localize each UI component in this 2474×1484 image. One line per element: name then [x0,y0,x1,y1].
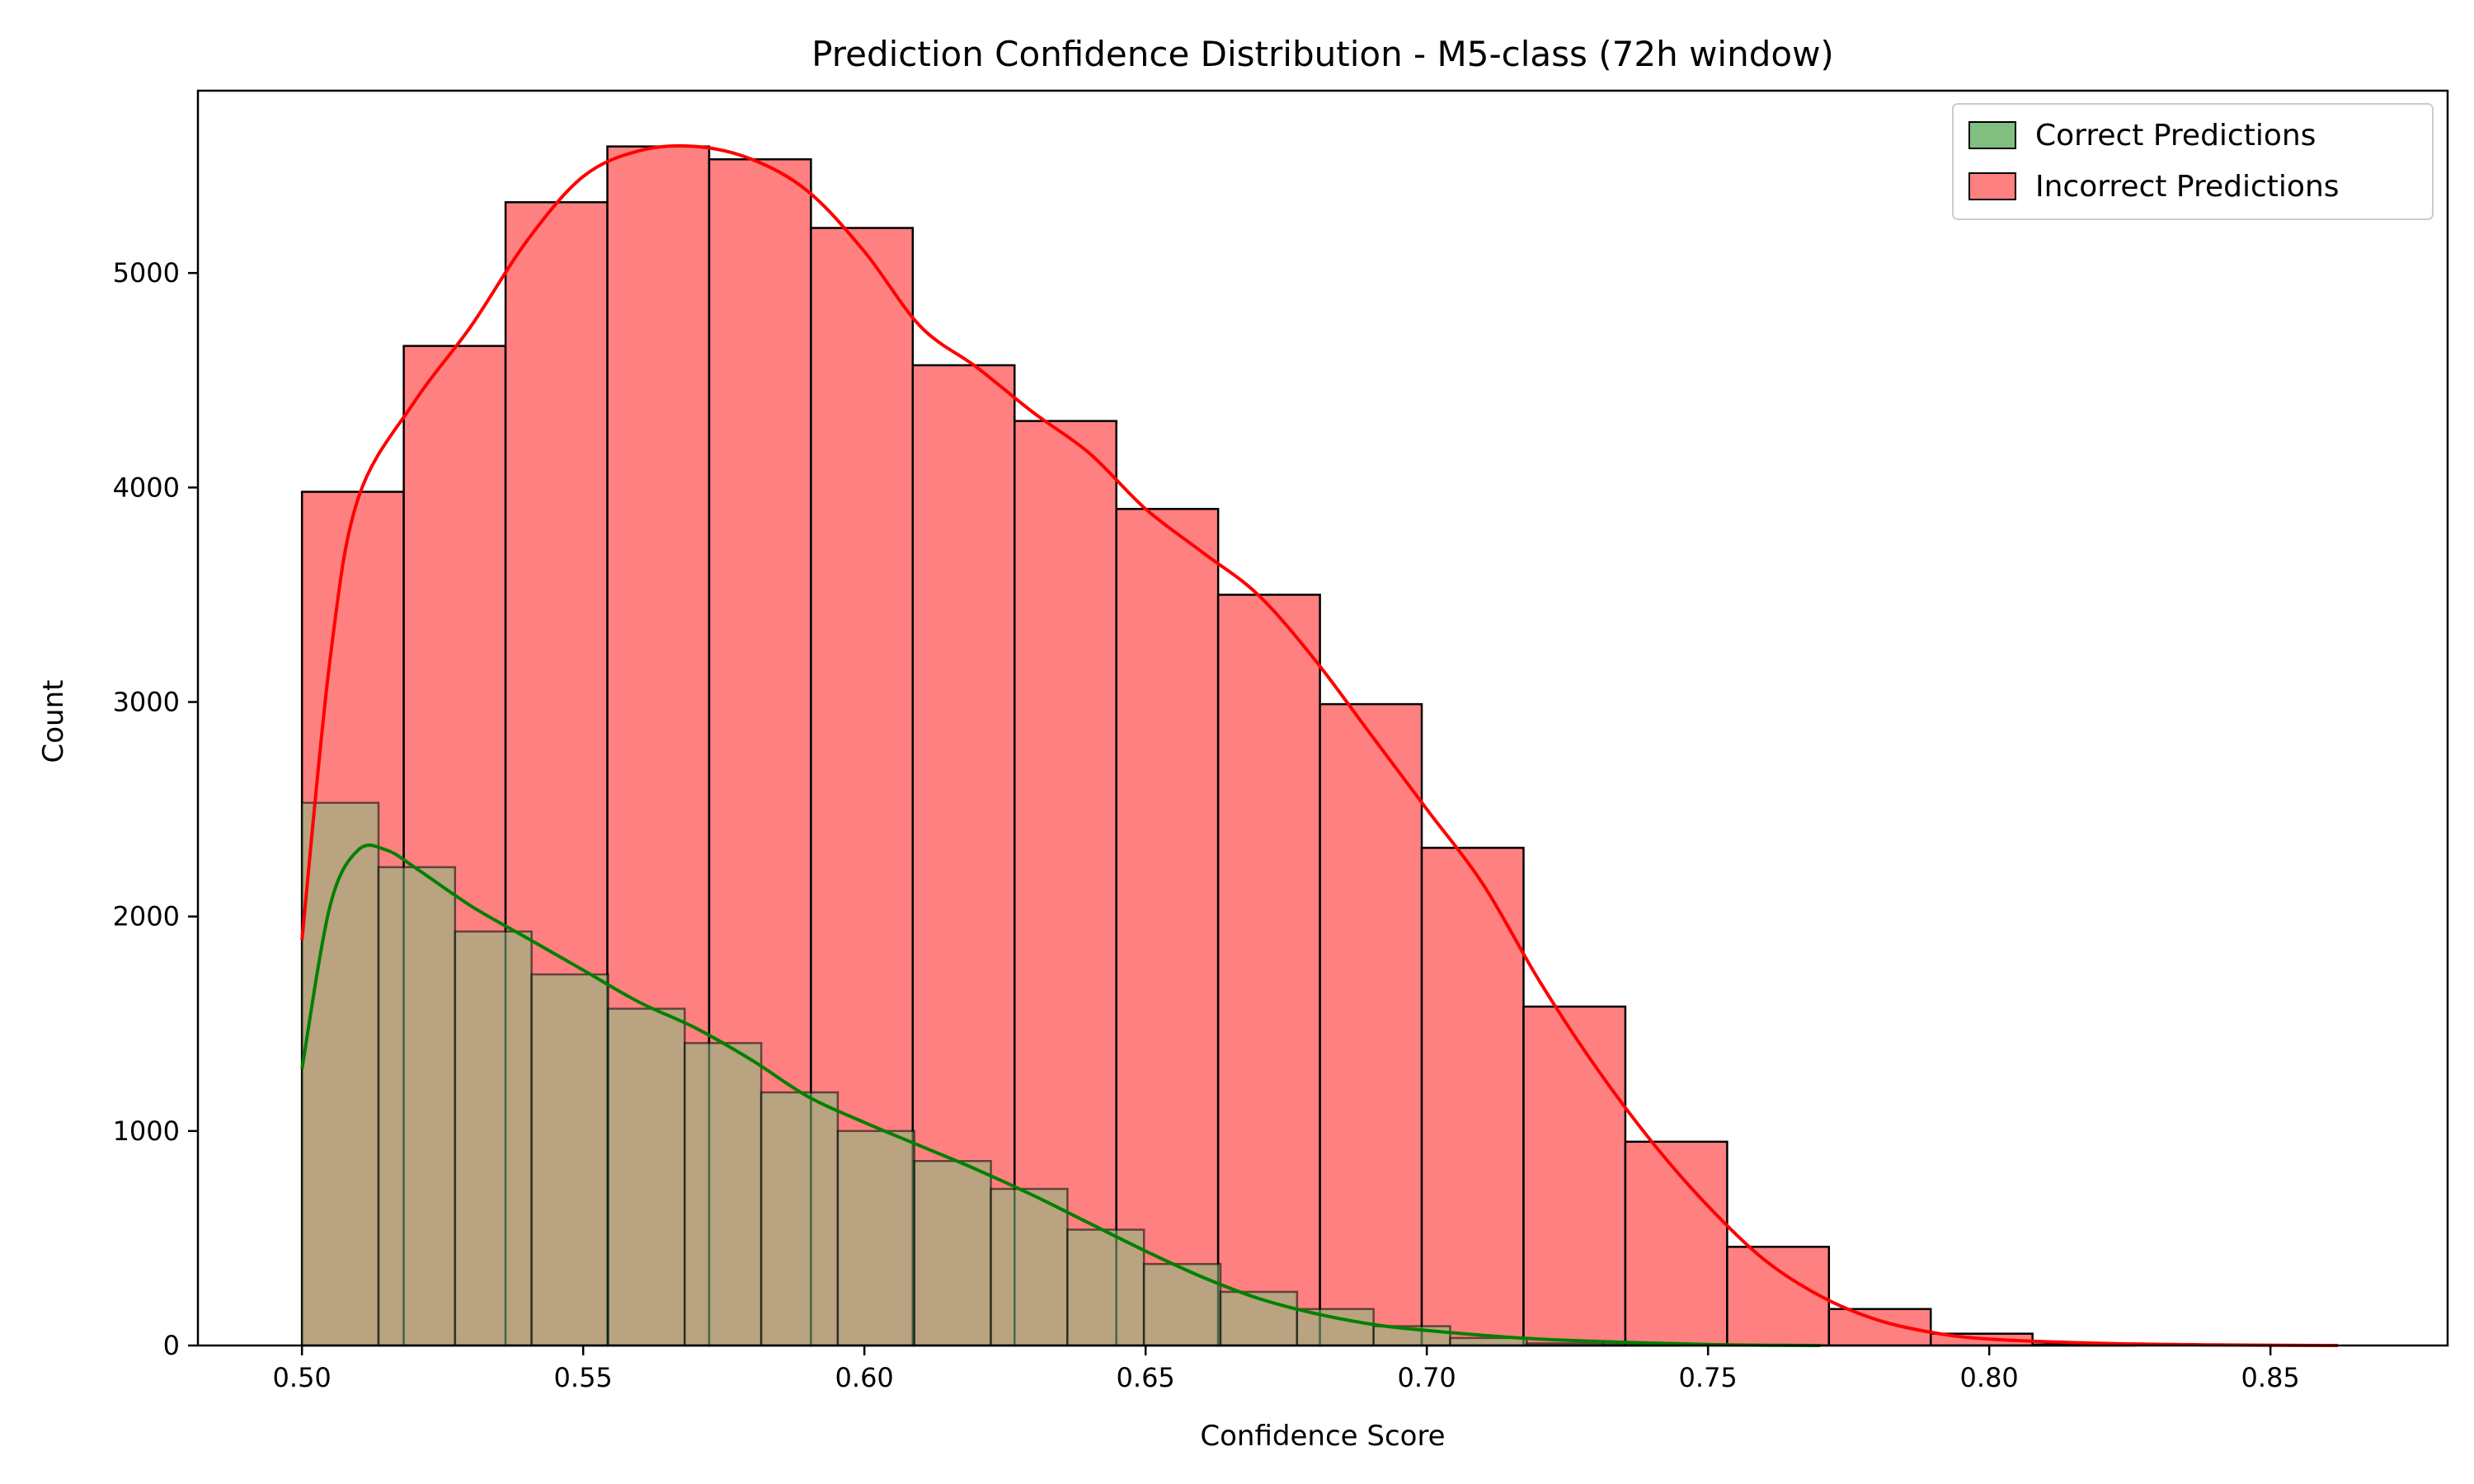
plot-frame [196,89,2449,1347]
y-tick-label: 4000 [113,472,180,503]
x-tick-label: 0.75 [1679,1362,1738,1393]
bar-correct-10 [1066,1228,1145,1347]
bar-incorrect-8 [1115,508,1220,1347]
bar-correct-2 [454,930,533,1347]
x-tick-label: 0.60 [835,1362,894,1393]
kde-curve-correct [300,843,1821,1347]
y-axis-label: Count [37,680,70,763]
series-correct [300,801,1681,1347]
bar-correct-3 [530,973,609,1347]
kde-curve-incorrect [300,143,2339,1347]
y-tick-label: 3000 [113,686,180,717]
bar-correct-4 [607,1007,686,1347]
bar-correct-5 [684,1041,763,1347]
legend-label-correct: Correct Predictions [2035,119,2316,153]
bar-correct-6 [760,1091,840,1347]
bar-correct-0 [300,801,380,1347]
legend-label-incorrect: Incorrect Predictions [2035,170,2340,204]
y-tick-label: 0 [163,1330,180,1361]
x-tick-label: 0.50 [273,1362,332,1393]
x-axis: 0.50 0.55 0.60 0.65 0.70 0.75 0.80 0.85 [273,1345,2300,1393]
legend-swatch-correct [1968,121,2016,149]
y-tick-label: 1000 [113,1115,180,1147]
bar-correct-9 [990,1187,1069,1347]
y-tick-label: 5000 [113,257,180,289]
bar-correct-7 [836,1129,915,1347]
y-tick-label: 2000 [113,901,180,932]
bar-incorrect-11 [1420,847,1525,1347]
x-tick-label: 0.55 [554,1362,613,1393]
bar-correct-11 [1142,1262,1222,1347]
legend-frame [1952,103,2434,220]
bar-incorrect-9 [1216,594,1321,1347]
x-tick-label: 0.70 [1398,1362,1456,1393]
legend: Correct Predictions Incorrect Prediction… [1952,103,2434,220]
legend-swatch-incorrect [1968,172,2016,200]
x-axis-label: Confidence Score [1200,1420,1445,1453]
bar-correct-13 [1296,1308,1375,1347]
bar-incorrect-14 [1726,1246,1831,1347]
bar-correct-8 [913,1160,992,1347]
bar-incorrect-13 [1624,1140,1729,1347]
y-axis: 0 1000 2000 3000 4000 5000 [113,257,198,1361]
bar-incorrect-15 [1827,1308,1932,1347]
plot-area [196,89,2449,1347]
x-tick-label: 0.85 [2241,1362,2300,1393]
chart-title: Prediction Confidence Distribution - M5-… [811,34,1834,74]
bar-incorrect-12 [1522,1005,1627,1347]
x-tick-label: 0.80 [1960,1362,2019,1393]
bar-correct-1 [377,866,457,1347]
bar-incorrect-10 [1319,702,1423,1347]
x-tick-label: 0.65 [1117,1362,1175,1393]
